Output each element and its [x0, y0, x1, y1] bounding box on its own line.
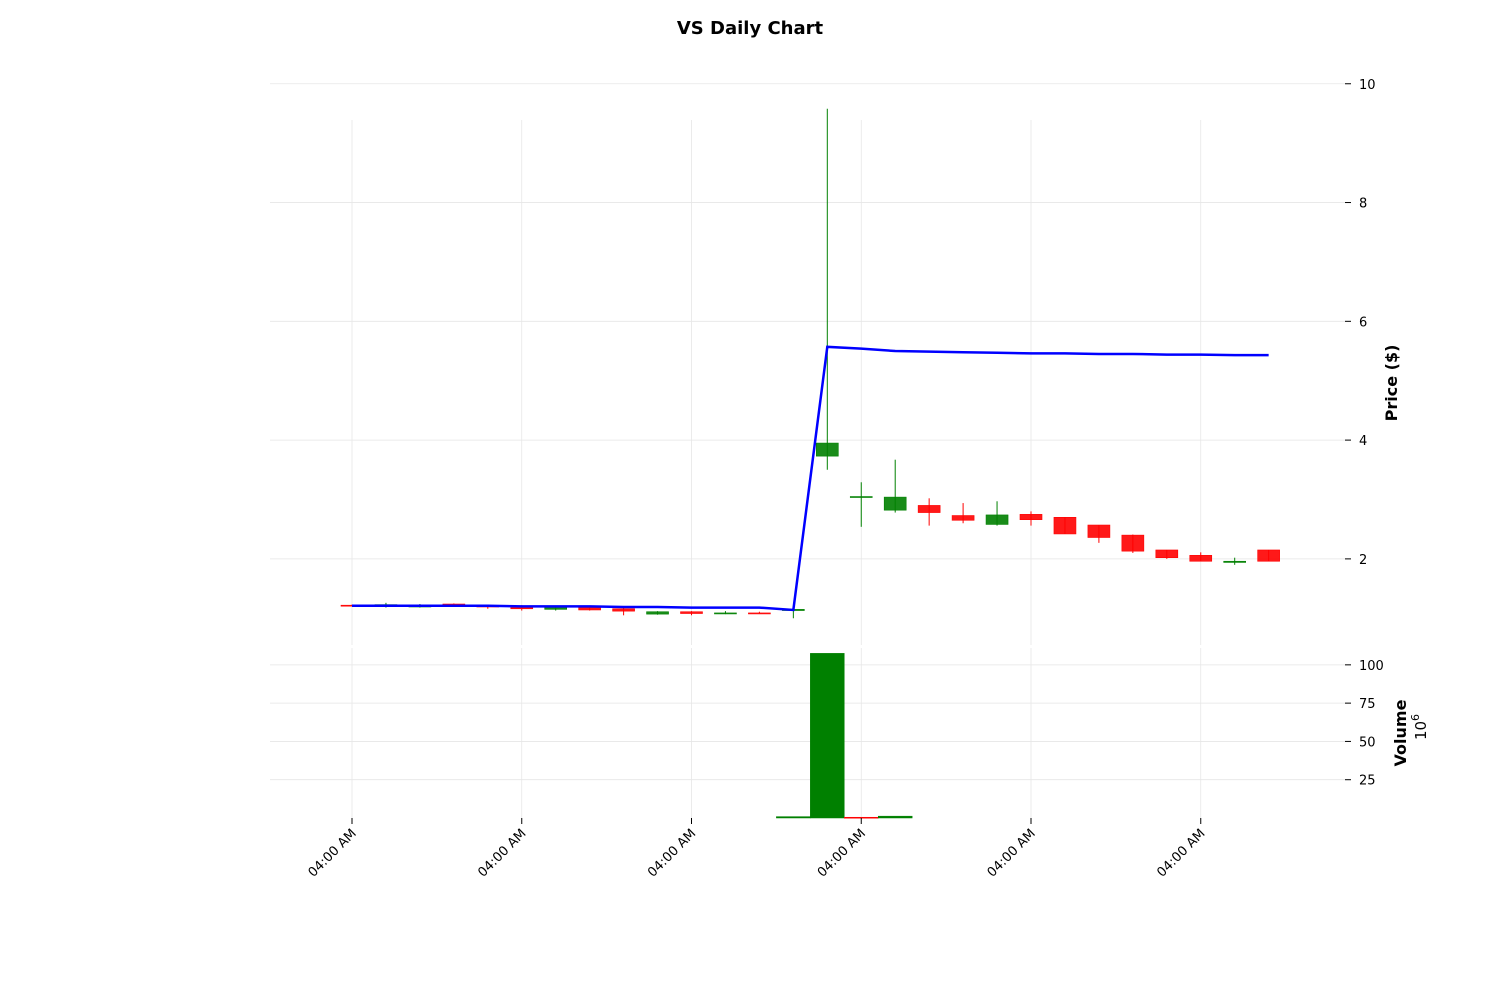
x-tick-label: 04:00 AM — [815, 826, 869, 880]
candle-body — [917, 505, 941, 513]
moving-average-line — [352, 345, 1269, 612]
volume-bar — [877, 815, 913, 819]
candle-body — [1189, 555, 1213, 562]
candle-body — [748, 612, 771, 615]
candle-body — [646, 611, 669, 615]
x-tick-label: 04:00 AM — [645, 826, 699, 880]
volume-bars — [776, 653, 913, 819]
candle-body — [1155, 549, 1179, 558]
volume-bar — [810, 653, 845, 819]
price-grid — [270, 83, 1345, 645]
price-candles — [340, 108, 1280, 619]
candle-body — [1121, 534, 1145, 552]
x-tick-label: 04:00 AM — [985, 826, 1039, 880]
price-axis: 2 4 6 8 10 — [1345, 78, 1376, 568]
volume-tick-label: 100 — [1359, 659, 1384, 674]
volume-scale-exponent: 6 — [1409, 714, 1422, 721]
candle-body — [1053, 517, 1077, 535]
volume-axis-label: Volume — [1391, 699, 1410, 766]
candle-body — [883, 496, 907, 511]
candle-body — [951, 515, 975, 521]
candle-body — [1223, 560, 1246, 563]
candle-body — [985, 514, 1009, 525]
candle-body — [1019, 514, 1043, 520]
candle-body — [849, 496, 873, 498]
volume-scale-base: 10 — [1412, 721, 1430, 740]
price-tick-label: 2 — [1359, 553, 1367, 568]
volume-bar — [776, 816, 811, 819]
x-tick-label: 04:00 AM — [475, 826, 529, 880]
candle-body — [1087, 524, 1111, 538]
price-tick-label: 10 — [1359, 78, 1376, 93]
volume-scale-label: 106 — [1409, 714, 1430, 740]
x-axis: 04:00 AM 04:00 AM 04:00 AM 04:00 AM 04:00 AM… — [306, 818, 1209, 880]
volume-tick-label: 25 — [1359, 774, 1376, 789]
moving-average-group — [352, 345, 1269, 612]
volume-grid — [270, 648, 1345, 818]
volume-tick-label: 75 — [1359, 697, 1376, 712]
price-tick-label: 6 — [1359, 315, 1367, 330]
candle-body — [578, 607, 601, 611]
candle-body — [714, 612, 737, 615]
volume-axis: 25 50 75 100 — [1345, 659, 1384, 789]
chart-title: VS Daily Chart — [676, 18, 824, 39]
price-axis-label: Price ($) — [1382, 345, 1401, 422]
candle-body — [612, 608, 635, 612]
candle-body — [1257, 549, 1280, 562]
price-tick-label: 4 — [1359, 434, 1367, 449]
candle-body — [815, 442, 839, 457]
volume-tick-label: 50 — [1359, 735, 1376, 750]
x-tick-label: 04:00 AM — [306, 826, 360, 880]
price-tick-label: 8 — [1359, 197, 1367, 212]
candle-body — [680, 611, 703, 614]
x-tick-label: 04:00 AM — [1154, 826, 1208, 880]
